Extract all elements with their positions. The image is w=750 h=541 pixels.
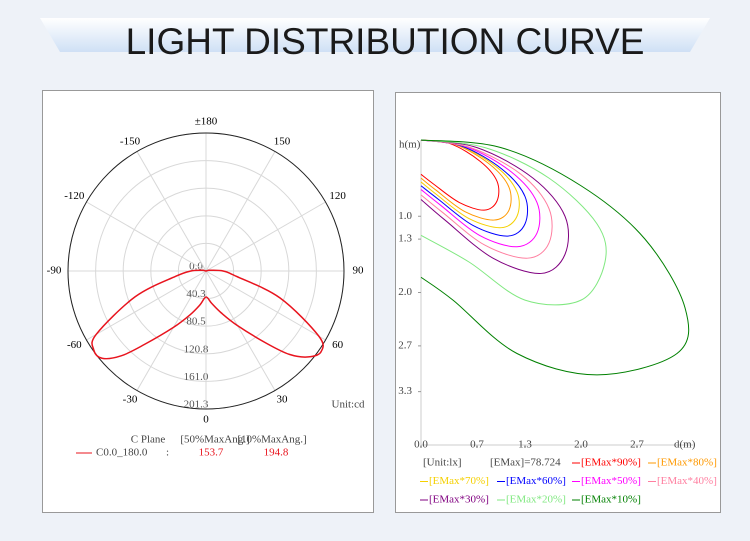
legend-label: [EMax*30%]: [429, 494, 489, 506]
isolux-curve: [420, 139, 569, 274]
separator: :: [166, 447, 169, 459]
legend-label: [EMax*60%]: [506, 475, 566, 487]
angle-tick-label: 90: [353, 265, 365, 277]
angle-tick-label: 0: [203, 414, 209, 426]
r-tick-label: 80.5: [186, 316, 206, 328]
table-header: [10%MaxAng.]: [237, 434, 306, 446]
table-header: C Plane: [131, 434, 166, 446]
isolux-curve: [420, 139, 607, 306]
tenth-max-angle: 194.8: [264, 447, 289, 459]
legend-label: [EMax*40%]: [657, 475, 717, 487]
half-max-angle: 153.7: [199, 447, 224, 459]
grid-spoke: [86, 201, 207, 272]
x-tick-label: 2.7: [630, 439, 644, 451]
x-tick-label: 2.0: [574, 439, 588, 451]
series-name: C0.0_180.0: [96, 447, 148, 459]
intensity-curve: [91, 269, 324, 360]
grid-spoke: [205, 270, 276, 391]
unit-label: Unit:cd: [332, 399, 365, 411]
polar-outline: [67, 132, 345, 410]
grid-spoke: [205, 201, 326, 272]
grid-spoke: [136, 270, 207, 391]
unit-label: [Unit:lx]: [423, 457, 462, 469]
angle-tick-label: 30: [277, 394, 289, 406]
angle-tick-label: -120: [64, 190, 85, 202]
x-tick-label: 0.7: [470, 439, 484, 451]
r-tick-label: 120.8: [184, 343, 209, 355]
angle-tick-label: -30: [123, 394, 138, 406]
legend-label: [EMax*80%]: [657, 457, 717, 469]
isolux-curve: [420, 139, 529, 237]
angle-tick-label: 60: [332, 339, 344, 351]
legend-label: [EMax*90%]: [581, 457, 641, 469]
y-tick-label: 2.0: [398, 286, 412, 298]
r-tick-label: 161.0: [184, 371, 209, 383]
isolux-curve: [420, 139, 553, 259]
y-tick-label: 1.3: [398, 233, 412, 245]
grid-spoke: [136, 151, 207, 272]
y-tick-label: 1.0: [398, 210, 412, 222]
polar-panel: [42, 90, 374, 513]
isolux-curve: [420, 139, 500, 211]
angle-tick-label: 150: [274, 135, 291, 147]
angle-tick-label: -60: [67, 339, 82, 351]
legend-label: [EMax*50%]: [581, 475, 641, 487]
legend-label: [EMax*10%]: [581, 494, 641, 506]
y-tick-label: 2.7: [398, 339, 412, 351]
grid-spoke: [205, 270, 326, 341]
emax-label: [EMax]=78.724: [490, 457, 561, 469]
isolux-curve: [420, 139, 520, 229]
isolux-curve: [420, 139, 512, 221]
y-axis-title: h(m): [399, 139, 421, 151]
page-title: LIGHT DISTRIBUTION CURVE: [126, 21, 645, 62]
grid-spoke: [205, 151, 276, 272]
angle-tick-label: -150: [120, 135, 141, 147]
r-tick-label: 201.3: [184, 399, 209, 411]
isolux-curve: [420, 139, 690, 376]
x-tick-label: 0.0: [414, 439, 428, 451]
x-axis-title: d(m): [674, 439, 696, 451]
legend-label: [EMax*70%]: [429, 475, 489, 487]
table-header: [50%MaxAng.]: [180, 434, 249, 446]
isolux-curve: [420, 139, 541, 248]
header-band: [40, 18, 710, 52]
isolux-panel: [395, 92, 721, 513]
r-tick-label: 40.3: [186, 288, 206, 300]
angle-tick-label: ±180: [195, 116, 218, 128]
y-tick-label: 3.3: [398, 385, 412, 397]
angle-tick-label: 120: [329, 190, 346, 202]
x-tick-label: 1.3: [518, 439, 532, 451]
grid-spoke: [86, 270, 207, 341]
legend-label: [EMax*20%]: [506, 494, 566, 506]
angle-tick-label: -90: [47, 265, 62, 277]
